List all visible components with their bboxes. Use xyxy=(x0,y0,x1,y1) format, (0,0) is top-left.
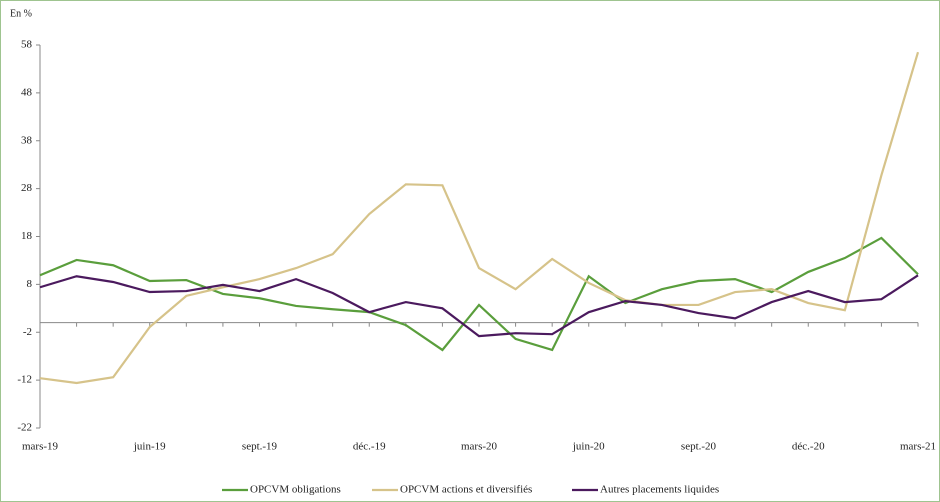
y-tick-label: 8 xyxy=(27,278,33,290)
legend-label: OPCVM obligations xyxy=(250,484,341,496)
y-tick-label: -2 xyxy=(23,326,32,338)
x-tick-label: mars-20 xyxy=(461,441,498,453)
y-tick-label: 48 xyxy=(21,86,33,98)
y-tick-label: -22 xyxy=(17,422,32,434)
x-tick-label: juin-19 xyxy=(133,441,166,453)
x-tick-label: juin-20 xyxy=(572,441,605,453)
y-tick-label: 28 xyxy=(21,182,33,194)
y-tick-label: 18 xyxy=(21,230,33,242)
x-tick-label: déc.-19 xyxy=(353,441,386,453)
y-tick-label: 38 xyxy=(21,134,33,146)
series-line xyxy=(39,51,920,385)
x-tick-label: mars-19 xyxy=(22,441,59,453)
x-tick-label: sept.-19 xyxy=(242,441,278,453)
series-line xyxy=(39,274,919,338)
series-line xyxy=(39,236,919,352)
x-tick-label: mars-21 xyxy=(900,441,936,453)
y-tick-label: 58 xyxy=(21,39,33,51)
y-tick-label: -12 xyxy=(17,374,32,386)
x-tick-label: déc.-20 xyxy=(792,441,825,453)
legend-label: Autres placements liquides xyxy=(600,484,719,496)
legend-label: OPCVM actions et diversifiés xyxy=(400,484,532,496)
unit-label: En % xyxy=(10,8,32,19)
x-tick-label: sept.-20 xyxy=(681,441,717,453)
